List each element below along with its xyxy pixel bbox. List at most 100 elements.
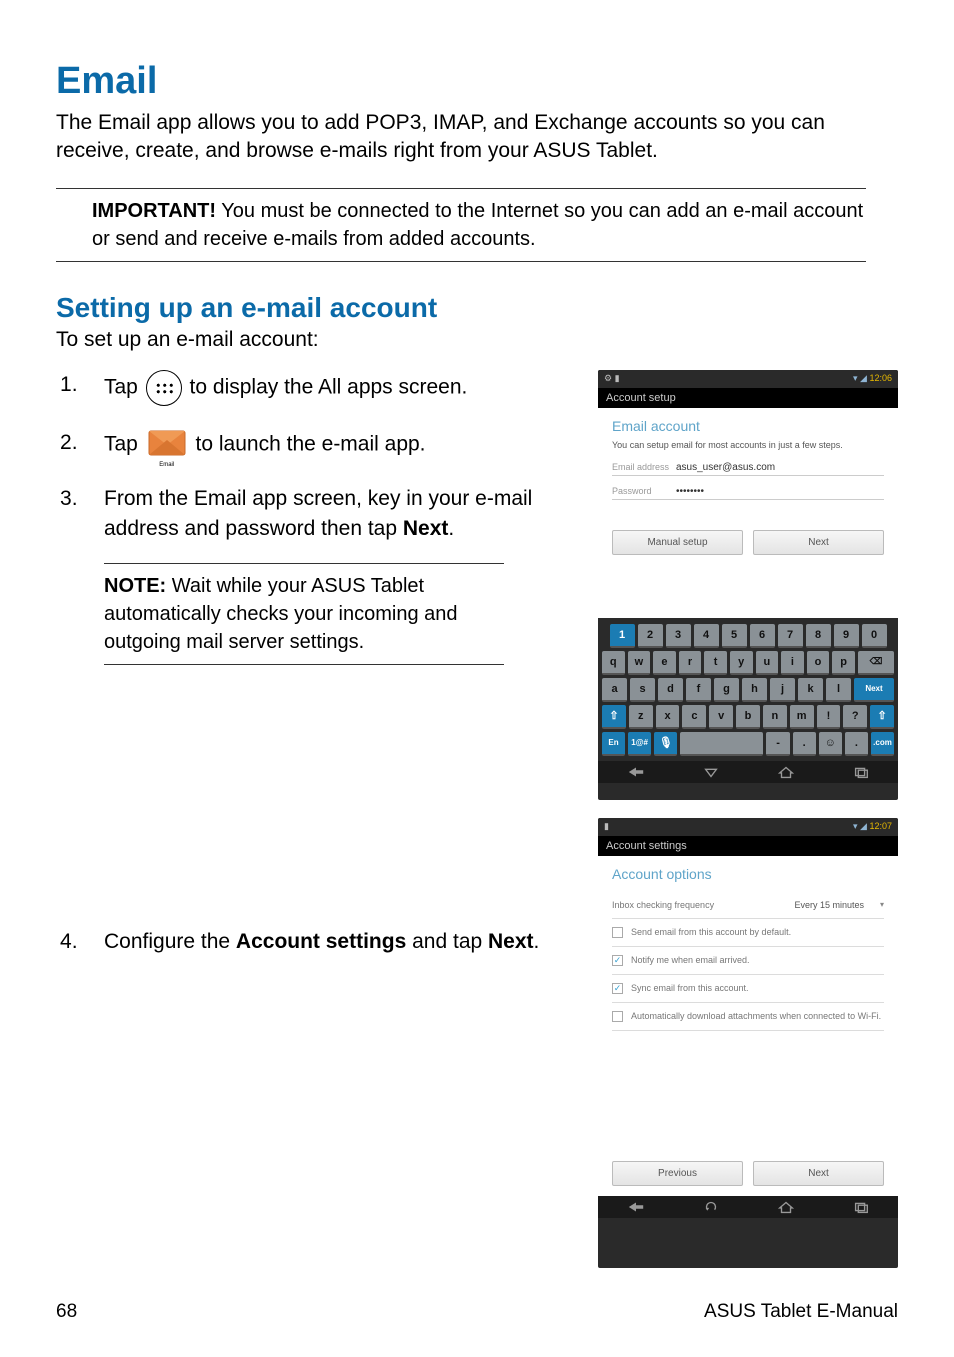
home-nav-icon-2[interactable] — [777, 1200, 795, 1214]
step-4-bold-1: Account settings — [236, 930, 406, 953]
status-bar-2: ▮ ▾ ◢ 12:07 — [598, 818, 898, 836]
key-2[interactable]: 2 — [638, 624, 663, 648]
key-m[interactable]: m — [790, 705, 814, 729]
key-1[interactable]: 1 — [610, 624, 635, 648]
key-b[interactable]: b — [736, 705, 760, 729]
key-w[interactable]: w — [628, 651, 651, 675]
key-f[interactable]: f — [686, 678, 711, 702]
key-![interactable]: ! — [817, 705, 841, 729]
step-1: Tap to display the All apps screen. — [56, 370, 574, 406]
key-🎙[interactable]: 🎙 — [654, 732, 677, 756]
status-left-icon: ⚙ ▮ — [604, 373, 620, 384]
key-c[interactable]: c — [682, 705, 706, 729]
key-n[interactable]: n — [763, 705, 787, 729]
key-u[interactable]: u — [756, 651, 779, 675]
key-z[interactable]: z — [629, 705, 653, 729]
checkbox-send-default[interactable] — [612, 927, 623, 938]
key-g[interactable]: g — [714, 678, 739, 702]
email-icon-label: Email — [148, 461, 186, 470]
recent-nav-icon-2[interactable] — [852, 1200, 870, 1214]
key-i[interactable]: i — [781, 651, 804, 675]
opt2-label: Notify me when email arrived. — [631, 955, 750, 965]
key-8[interactable]: 8 — [806, 624, 831, 648]
key-⇧[interactable]: ⇧ — [602, 705, 626, 729]
recent-nav-icon[interactable] — [852, 765, 870, 779]
key-v[interactable]: v — [709, 705, 733, 729]
key-4[interactable]: 4 — [694, 624, 719, 648]
password-value[interactable]: •••••••• — [676, 486, 884, 497]
frequency-row[interactable]: Inbox checking frequency Every 15 minute… — [612, 892, 884, 919]
important-note: IMPORTANT! You must be connected to the … — [56, 188, 866, 262]
key-1@#[interactable]: 1@# — [628, 732, 651, 756]
option-autodownload[interactable]: Automatically download attachments when … — [612, 1003, 884, 1031]
option-send-default[interactable]: Send email from this account by default. — [612, 919, 884, 947]
key-☺[interactable]: ☺ — [819, 732, 842, 756]
status-bar: ⚙ ▮ ▾ ◢ 12:06 — [598, 370, 898, 388]
note-box: NOTE: Wait while your ASUS Tablet automa… — [104, 563, 504, 665]
password-field-row: Password •••••••• — [612, 484, 884, 500]
screenshot-account-settings: ▮ ▾ ◢ 12:07 Account settings Account opt… — [598, 818, 898, 1268]
key-y[interactable]: y — [730, 651, 753, 675]
key-[interactable] — [680, 732, 763, 756]
key--[interactable]: - — [766, 732, 789, 756]
undo-nav-icon[interactable] — [702, 1200, 720, 1214]
key-d[interactable]: d — [658, 678, 683, 702]
key-⌫[interactable]: ⌫ — [858, 651, 894, 675]
frequency-value: Every 15 minutes — [794, 900, 864, 910]
email-app-icon: Email — [148, 428, 186, 462]
key-5[interactable]: 5 — [722, 624, 747, 648]
key-l[interactable]: l — [826, 678, 851, 702]
key-a[interactable]: a — [602, 678, 627, 702]
page-title: Email — [56, 60, 898, 103]
key-⇧[interactable]: ⇧ — [870, 705, 894, 729]
key-3[interactable]: 3 — [666, 624, 691, 648]
nav-bar-2 — [598, 1196, 898, 1218]
home-nav-icon[interactable] — [777, 765, 795, 779]
option-notify[interactable]: Notify me when email arrived. — [612, 947, 884, 975]
down-nav-icon[interactable] — [702, 765, 720, 779]
next-button[interactable]: Next — [753, 530, 884, 555]
key-h[interactable]: h — [742, 678, 767, 702]
key-e[interactable]: e — [653, 651, 676, 675]
key-.com[interactable]: .com — [871, 732, 894, 756]
back-nav-icon-2[interactable] — [627, 1200, 645, 1214]
key-Next[interactable]: Next — [854, 678, 894, 702]
key-t[interactable]: t — [704, 651, 727, 675]
nav-bar — [598, 761, 898, 783]
key-x[interactable]: x — [656, 705, 680, 729]
key-j[interactable]: j — [770, 678, 795, 702]
status-time-2: ▾ ◢ 12:07 — [853, 821, 892, 832]
checkbox-sync[interactable] — [612, 983, 623, 994]
back-nav-icon[interactable] — [627, 765, 645, 779]
status-time: ▾ ◢ 12:06 — [853, 373, 892, 384]
steps-list: Tap to display the All apps screen. Tap … — [56, 370, 574, 957]
key-o[interactable]: o — [807, 651, 830, 675]
key-r[interactable]: r — [679, 651, 702, 675]
key-0[interactable]: 0 — [862, 624, 887, 648]
page-number: 68 — [56, 1301, 77, 1323]
next-button-2[interactable]: Next — [753, 1161, 884, 1186]
manual-setup-button[interactable]: Manual setup — [612, 530, 743, 555]
key-6[interactable]: 6 — [750, 624, 775, 648]
key-7[interactable]: 7 — [778, 624, 803, 648]
step-3-text-c: . — [448, 517, 454, 540]
checkbox-notify[interactable] — [612, 955, 623, 966]
checkbox-autodownload[interactable] — [612, 1011, 623, 1022]
key-k[interactable]: k — [798, 678, 823, 702]
step-1-text-b: to display the All apps screen. — [190, 375, 468, 398]
step-4-text-a: Configure the — [104, 930, 236, 953]
key-.[interactable]: . — [793, 732, 816, 756]
key-9[interactable]: 9 — [834, 624, 859, 648]
key-p[interactable]: p — [832, 651, 855, 675]
key-?[interactable]: ? — [843, 705, 867, 729]
option-sync[interactable]: Sync email from this account. — [612, 975, 884, 1003]
key-s[interactable]: s — [630, 678, 655, 702]
previous-button[interactable]: Previous — [612, 1161, 743, 1186]
email-value[interactable]: asus_user@asus.com — [676, 462, 884, 473]
email-label: Email address — [612, 462, 676, 472]
key-En[interactable]: En — [602, 732, 625, 756]
step-2-text-a: Tap — [104, 432, 144, 455]
key-.[interactable]: . — [845, 732, 868, 756]
step-3-text-a: From the Email app screen, key in your e… — [104, 487, 532, 540]
key-q[interactable]: q — [602, 651, 625, 675]
